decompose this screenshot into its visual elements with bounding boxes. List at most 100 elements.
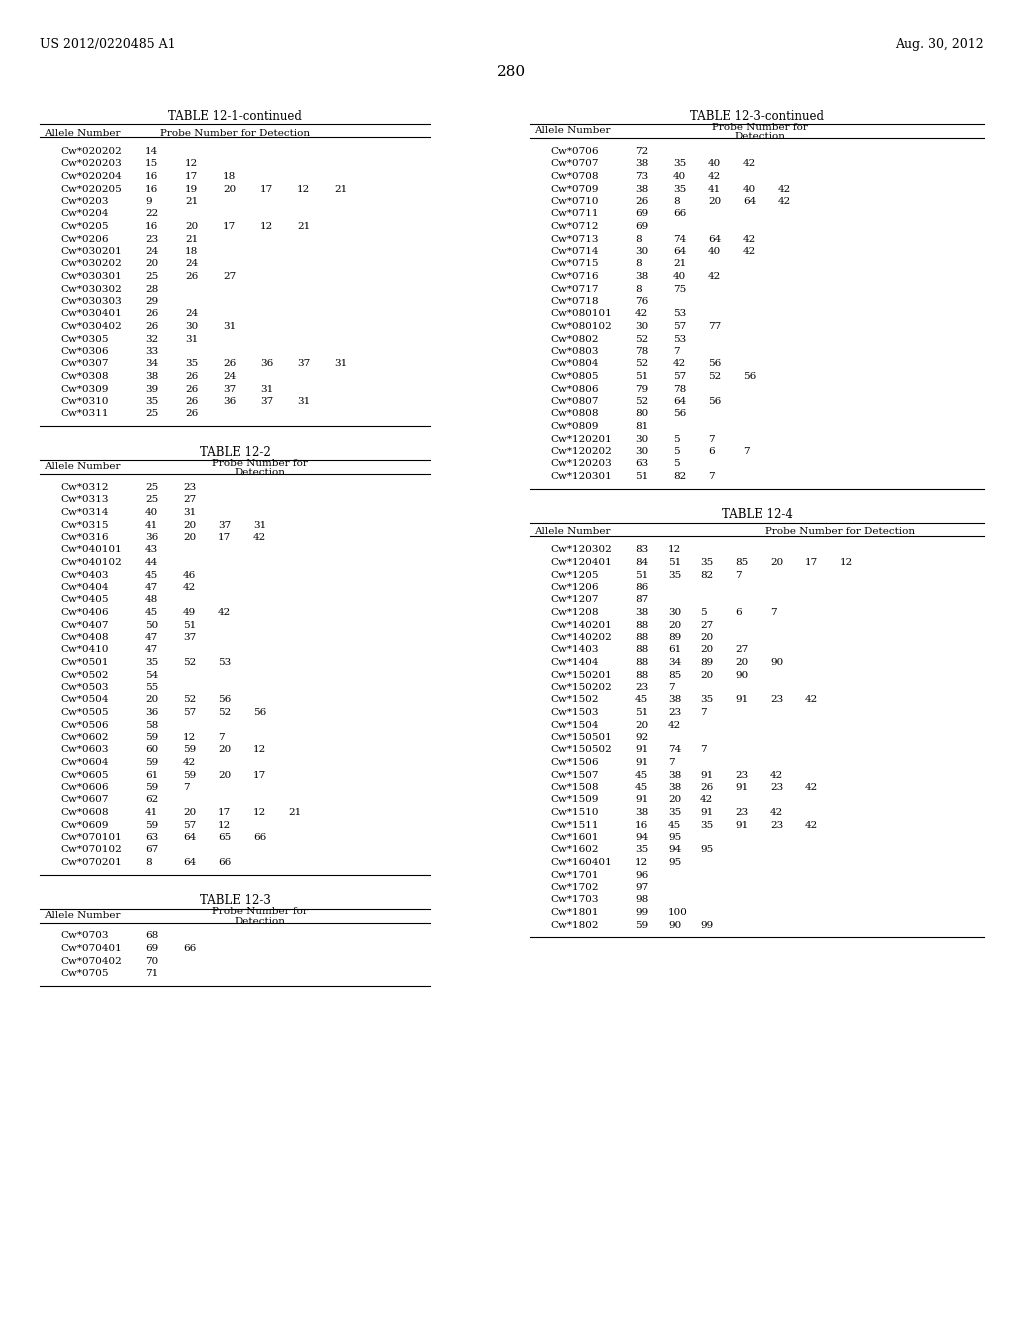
Text: 12: 12: [253, 808, 266, 817]
Text: 35: 35: [700, 696, 714, 705]
Text: 64: 64: [673, 247, 686, 256]
Text: 23: 23: [145, 235, 159, 243]
Text: 51: 51: [635, 570, 648, 579]
Text: 52: 52: [635, 397, 648, 407]
Text: Cw*0804: Cw*0804: [550, 359, 598, 368]
Text: 40: 40: [673, 172, 686, 181]
Text: 38: 38: [635, 160, 648, 169]
Text: 74: 74: [668, 746, 681, 755]
Text: Cw*0705: Cw*0705: [60, 969, 109, 978]
Text: 42: 42: [805, 783, 818, 792]
Text: Cw*1802: Cw*1802: [550, 920, 598, 929]
Text: TABLE 12-4: TABLE 12-4: [722, 508, 793, 521]
Text: 31: 31: [253, 520, 266, 529]
Text: 7: 7: [743, 447, 750, 455]
Text: 21: 21: [673, 260, 686, 268]
Text: 17: 17: [260, 185, 273, 194]
Text: 26: 26: [185, 372, 199, 381]
Text: Cw*120401: Cw*120401: [550, 558, 611, 568]
Text: Cw*0501: Cw*0501: [60, 657, 109, 667]
Text: 95: 95: [668, 858, 681, 867]
Text: 53: 53: [673, 334, 686, 343]
Text: 37: 37: [218, 520, 231, 529]
Text: 87: 87: [635, 595, 648, 605]
Text: 12: 12: [183, 733, 197, 742]
Text: 76: 76: [635, 297, 648, 306]
Text: 91: 91: [635, 796, 648, 804]
Text: 27: 27: [223, 272, 237, 281]
Text: 73: 73: [635, 172, 648, 181]
Text: 26: 26: [223, 359, 237, 368]
Text: 35: 35: [700, 558, 714, 568]
Text: 31: 31: [297, 397, 310, 407]
Text: 59: 59: [183, 746, 197, 755]
Text: 38: 38: [635, 272, 648, 281]
Text: 91: 91: [735, 783, 749, 792]
Text: 94: 94: [635, 833, 648, 842]
Text: 38: 38: [635, 609, 648, 616]
Text: 63: 63: [145, 833, 159, 842]
Text: 27: 27: [700, 620, 714, 630]
Text: 30: 30: [635, 247, 648, 256]
Text: Cw*020205: Cw*020205: [60, 185, 122, 194]
Text: Cw*1404: Cw*1404: [550, 657, 598, 667]
Text: 37: 37: [223, 384, 237, 393]
Text: 5: 5: [673, 459, 680, 469]
Text: 68: 68: [145, 932, 159, 940]
Text: 37: 37: [297, 359, 310, 368]
Text: 7: 7: [700, 708, 707, 717]
Text: 81: 81: [635, 422, 648, 432]
Text: 23: 23: [770, 821, 783, 829]
Text: Cw*120203: Cw*120203: [550, 459, 611, 469]
Text: 56: 56: [708, 397, 721, 407]
Text: 53: 53: [673, 309, 686, 318]
Text: 51: 51: [635, 372, 648, 381]
Text: 38: 38: [145, 372, 159, 381]
Text: 31: 31: [223, 322, 237, 331]
Text: 66: 66: [673, 210, 686, 219]
Text: TABLE 12-2: TABLE 12-2: [200, 446, 270, 459]
Text: 52: 52: [635, 334, 648, 343]
Text: Cw*0711: Cw*0711: [550, 210, 598, 219]
Text: Cw*1703: Cw*1703: [550, 895, 598, 904]
Text: Cw*0808: Cw*0808: [550, 409, 598, 418]
Text: 8: 8: [145, 858, 152, 867]
Text: 64: 64: [183, 833, 197, 842]
Text: Cw*0203: Cw*0203: [60, 197, 109, 206]
Text: 7: 7: [218, 733, 224, 742]
Text: 37: 37: [260, 397, 273, 407]
Text: 31: 31: [260, 384, 273, 393]
Text: 25: 25: [145, 483, 159, 492]
Text: 17: 17: [253, 771, 266, 780]
Text: 59: 59: [145, 821, 159, 829]
Text: Cw*080101: Cw*080101: [550, 309, 611, 318]
Text: Cw*040101: Cw*040101: [60, 545, 122, 554]
Text: 42: 42: [743, 247, 757, 256]
Text: Cw*1507: Cw*1507: [550, 771, 598, 780]
Text: Cw*030402: Cw*030402: [60, 322, 122, 331]
Text: 12: 12: [185, 160, 199, 169]
Text: 47: 47: [145, 645, 159, 655]
Text: 38: 38: [635, 185, 648, 194]
Text: Cw*0205: Cw*0205: [60, 222, 109, 231]
Text: Cw*1502: Cw*1502: [550, 696, 598, 705]
Text: 82: 82: [673, 473, 686, 480]
Text: 36: 36: [145, 533, 159, 543]
Text: 42: 42: [743, 160, 757, 169]
Text: 34: 34: [145, 359, 159, 368]
Text: 20: 20: [700, 671, 714, 680]
Text: Allele Number: Allele Number: [44, 462, 121, 471]
Text: Cw*1205: Cw*1205: [550, 570, 598, 579]
Text: Cw*120202: Cw*120202: [550, 447, 611, 455]
Text: Probe Number for: Probe Number for: [212, 459, 308, 469]
Text: Cw*0718: Cw*0718: [550, 297, 598, 306]
Text: 67: 67: [145, 846, 159, 854]
Text: Cw*0505: Cw*0505: [60, 708, 109, 717]
Text: Probe Number for: Probe Number for: [712, 123, 808, 132]
Text: 37: 37: [183, 634, 197, 642]
Text: Cw*0604: Cw*0604: [60, 758, 109, 767]
Text: 31: 31: [185, 334, 199, 343]
Text: 59: 59: [145, 783, 159, 792]
Text: 78: 78: [635, 347, 648, 356]
Text: Cw*0716: Cw*0716: [550, 272, 598, 281]
